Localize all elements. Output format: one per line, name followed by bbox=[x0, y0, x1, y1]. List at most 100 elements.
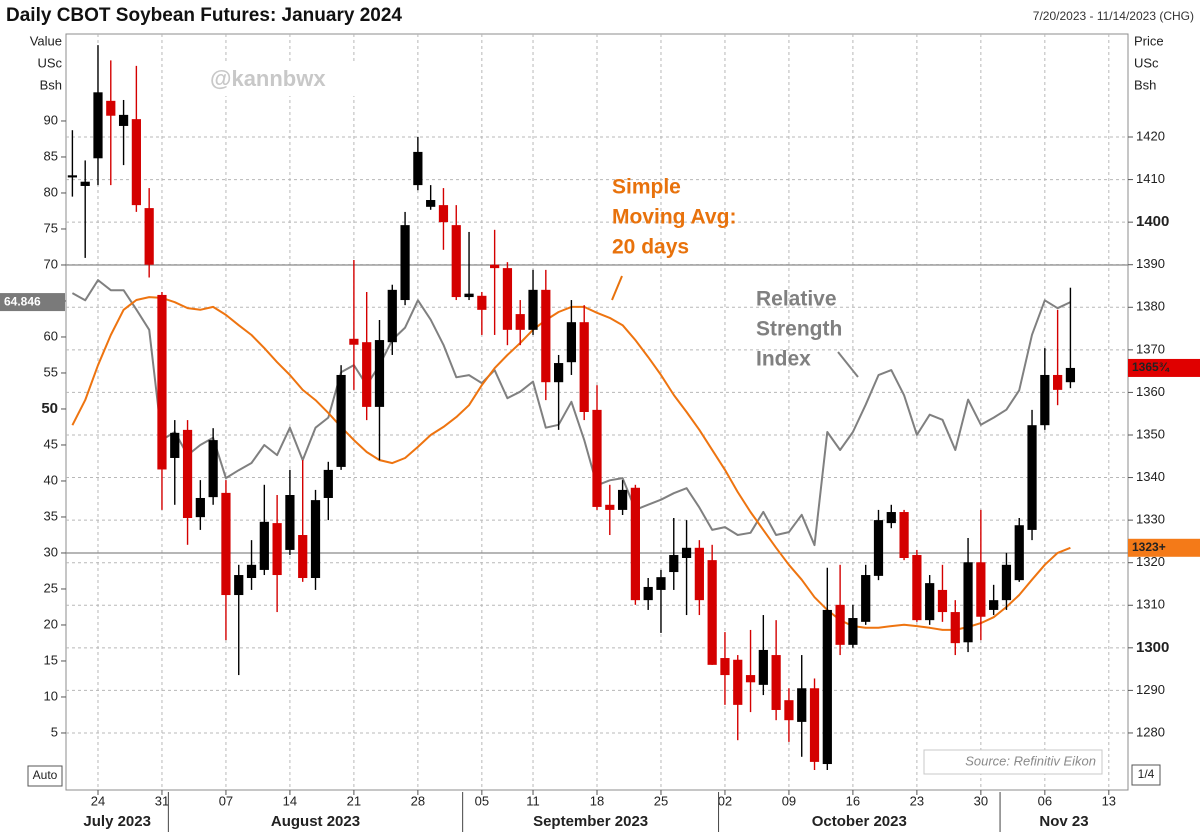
x-tick-label: 11 bbox=[526, 793, 540, 808]
candle-body bbox=[374, 340, 385, 407]
x-tick-label: 14 bbox=[283, 793, 297, 808]
y2-axis-label: Price bbox=[1134, 33, 1164, 48]
y-tick-label: 80 bbox=[44, 184, 58, 199]
sma-pointer bbox=[611, 275, 623, 301]
candle-body bbox=[541, 289, 551, 383]
candle-body bbox=[502, 268, 513, 330]
candle-body bbox=[822, 609, 832, 765]
y-tick-label: 60 bbox=[44, 328, 58, 343]
source-box bbox=[923, 749, 1103, 775]
candle-body bbox=[515, 314, 525, 330]
candle-body bbox=[310, 500, 321, 579]
candle-body bbox=[400, 225, 410, 301]
x-tick-label: 25 bbox=[654, 793, 668, 808]
x-tick-label: 18 bbox=[590, 793, 604, 808]
x-tick-label: 24 bbox=[91, 793, 105, 808]
y2-tick-label: 1410 bbox=[1136, 171, 1165, 186]
candle-body bbox=[477, 295, 487, 310]
y-tick-label: 70 bbox=[44, 256, 58, 271]
source: Source: Refinitiv Eikon bbox=[965, 753, 1096, 768]
candle-body bbox=[336, 374, 346, 467]
candle-body bbox=[669, 555, 679, 573]
candle-body bbox=[426, 200, 436, 207]
y-tick-label: 15 bbox=[44, 652, 58, 667]
candle-body bbox=[144, 208, 154, 265]
candle-body bbox=[745, 675, 756, 683]
candle-body bbox=[899, 512, 909, 559]
candle-body bbox=[170, 432, 180, 458]
candle-body bbox=[298, 535, 308, 579]
y-axis-label: Value bbox=[30, 33, 62, 48]
y2-tick-label: 1330 bbox=[1136, 512, 1165, 527]
y2-tick-label: 1310 bbox=[1136, 597, 1165, 612]
x-tick-label: 30 bbox=[974, 793, 988, 808]
candle-body bbox=[246, 564, 257, 579]
y-axis-label: Bsh bbox=[40, 77, 62, 92]
candle-body bbox=[912, 555, 922, 621]
candle-body bbox=[873, 520, 884, 576]
candle-body bbox=[835, 604, 845, 645]
candle-body bbox=[1014, 525, 1024, 581]
candle-body bbox=[694, 547, 704, 601]
candle-body bbox=[259, 521, 269, 570]
y2-tick-label: 1290 bbox=[1136, 682, 1165, 697]
candle-body bbox=[566, 322, 577, 363]
candle-body bbox=[733, 659, 743, 705]
candle-body bbox=[950, 612, 960, 644]
x-tick-label: 09 bbox=[782, 793, 796, 808]
candle-body bbox=[93, 92, 103, 159]
candle-body bbox=[886, 512, 896, 524]
candle-body bbox=[643, 586, 653, 601]
y2-tick-label: 1320 bbox=[1136, 554, 1165, 569]
x-tick-label: 05 bbox=[475, 793, 489, 808]
month-label: July 2023 bbox=[83, 813, 151, 830]
auto-box bbox=[27, 765, 63, 787]
candle-body bbox=[809, 688, 820, 762]
month-label: September 2023 bbox=[533, 813, 648, 830]
candle-body bbox=[989, 600, 999, 610]
value-tag bbox=[1128, 538, 1200, 557]
y2-tick-label: 1380 bbox=[1136, 299, 1165, 314]
candle-body bbox=[157, 294, 167, 470]
annotation: Relative bbox=[756, 288, 837, 311]
annotation: Moving Avg: bbox=[612, 206, 736, 229]
candle-body bbox=[771, 655, 781, 710]
scale-box bbox=[1131, 764, 1161, 786]
x-tick-label: 06 bbox=[1038, 793, 1052, 808]
candle-body bbox=[1065, 367, 1076, 383]
y-tick-label: 35 bbox=[44, 508, 58, 523]
candle-body bbox=[1027, 425, 1037, 530]
month-label: October 2023 bbox=[812, 813, 907, 830]
candle-body bbox=[605, 504, 615, 510]
month-label: August 2023 bbox=[271, 813, 360, 830]
watermark-bg bbox=[205, 62, 365, 96]
y2-tick-label: 1300 bbox=[1136, 639, 1169, 656]
y-axis-label: USc bbox=[37, 55, 62, 70]
y-tick-label: 25 bbox=[44, 580, 58, 595]
y2-tick-label: 1340 bbox=[1136, 469, 1165, 484]
y2-tick-label: 1360 bbox=[1136, 384, 1165, 399]
candle-body bbox=[490, 264, 500, 269]
candle-body bbox=[963, 562, 973, 643]
candle-body bbox=[349, 338, 359, 345]
x-tick-label: 07 bbox=[219, 793, 233, 808]
x-tick-label: 16 bbox=[846, 793, 860, 808]
x-tick-label: 31 bbox=[155, 793, 169, 808]
candle-body bbox=[195, 497, 205, 518]
y2-tick-label: 1370 bbox=[1136, 341, 1165, 356]
annotation: Simple bbox=[612, 176, 681, 199]
y-tick-label: 90 bbox=[44, 112, 58, 127]
y-tick-label: 10 bbox=[44, 688, 58, 703]
scale-label: 1/4 bbox=[1138, 767, 1155, 781]
candle-body bbox=[387, 289, 397, 343]
x-tick-label: 13 bbox=[1102, 793, 1116, 808]
date-range: 7/20/2023 - 11/14/2023 (CHG) bbox=[1033, 9, 1194, 23]
candle-body bbox=[285, 495, 295, 550]
auto-label: Auto bbox=[33, 768, 58, 782]
y2-tick-label: 1400 bbox=[1136, 213, 1169, 230]
candle-body bbox=[221, 492, 231, 596]
candle-body bbox=[592, 409, 602, 507]
candle-body bbox=[131, 119, 141, 206]
x-tick-label: 23 bbox=[910, 793, 924, 808]
